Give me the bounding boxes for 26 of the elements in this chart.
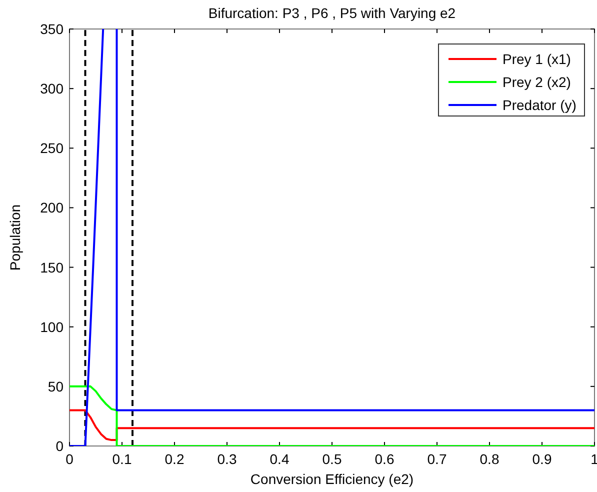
x-tick-label: 0.2 (164, 451, 184, 467)
x-tick-label: 0 (66, 451, 74, 467)
chart-title: Bifurcation: P3 , P6 , P5 with Varying e2 (208, 5, 456, 21)
legend-label: Predator (y) (502, 97, 576, 113)
legend-label: Prey 1 (x1) (502, 51, 571, 67)
y-tick-label: 350 (40, 21, 64, 37)
y-tick-label: 200 (40, 200, 64, 216)
line-series (70, 409, 594, 442)
y-tick-label: 150 (40, 259, 64, 276)
x-tick-label: 0.5 (322, 451, 342, 467)
x-tick-label: 0.9 (532, 451, 552, 467)
line-series (70, 385, 594, 446)
y-axis-title: Population (7, 204, 23, 271)
x-tick-label: 0.3 (217, 451, 237, 467)
y-tick-label: 50 (48, 378, 64, 394)
y-tick-label: 300 (40, 80, 64, 97)
x-tick-label: 0.7 (427, 451, 447, 467)
x-tick-label: 0.1 (112, 451, 132, 467)
x-tick-label: 0.4 (270, 451, 290, 467)
y-tick-label: 0 (56, 438, 64, 454)
x-axis-title: Conversion Efficiency (e2) (250, 471, 414, 487)
x-tick-label: 0.6 (374, 451, 394, 467)
y-tick-label: 250 (40, 140, 64, 156)
legend-label: Prey 2 (x2) (502, 74, 571, 90)
y-tick-label: 100 (40, 318, 64, 335)
x-tick-label: 0.8 (480, 451, 500, 467)
